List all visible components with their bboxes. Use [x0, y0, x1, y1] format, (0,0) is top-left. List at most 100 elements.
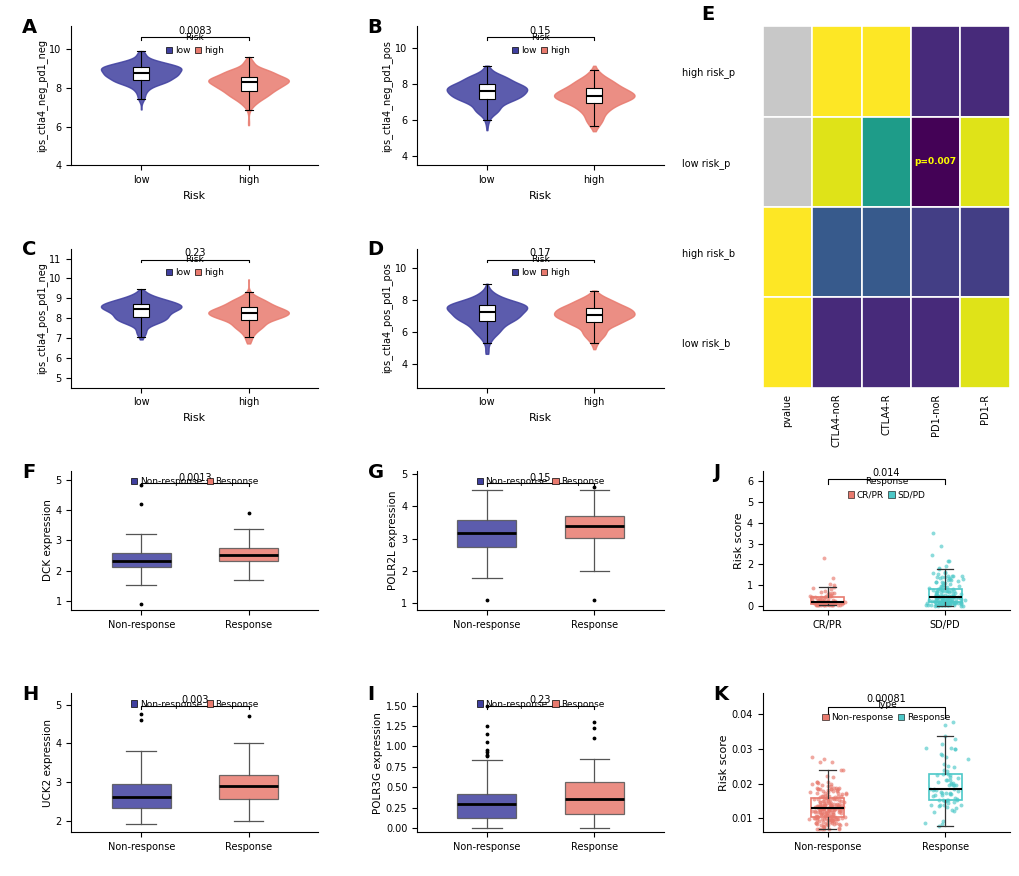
Point — [920, 593, 936, 607]
Point — [814, 595, 830, 609]
Point — [941, 590, 957, 604]
Point — [918, 596, 934, 610]
Point — [829, 799, 846, 813]
Point — [941, 597, 957, 611]
Point — [932, 590, 949, 604]
Point — [935, 797, 952, 811]
Point — [936, 794, 953, 808]
Point — [944, 779, 960, 793]
Point — [924, 526, 941, 540]
Point — [942, 741, 958, 755]
Point — [927, 598, 944, 612]
Point — [929, 582, 946, 596]
Point — [808, 813, 824, 827]
Point — [837, 787, 853, 801]
Legend: Non-response, Response: Non-response, Response — [128, 476, 261, 488]
Point — [932, 598, 949, 612]
Point — [823, 595, 840, 609]
Point — [942, 774, 958, 788]
Point — [820, 803, 837, 817]
Point — [935, 729, 952, 743]
PathPatch shape — [457, 520, 516, 547]
Point — [938, 580, 955, 594]
Point — [933, 597, 950, 611]
Point — [806, 811, 822, 825]
Point — [829, 800, 846, 814]
Point — [824, 578, 841, 592]
Point — [828, 786, 845, 800]
Point — [917, 741, 933, 755]
Point — [806, 804, 822, 818]
Bar — [811, 117, 861, 207]
Point — [940, 571, 956, 585]
Point — [806, 805, 822, 819]
PathPatch shape — [478, 84, 494, 99]
Text: I: I — [368, 685, 375, 704]
Point — [934, 597, 951, 611]
Point — [929, 595, 946, 609]
Point — [929, 595, 946, 609]
Point — [809, 800, 825, 814]
Point — [932, 786, 949, 800]
Point — [814, 818, 830, 832]
Point — [942, 594, 958, 608]
Point — [815, 597, 832, 611]
Text: J: J — [712, 463, 719, 482]
Point — [943, 802, 959, 816]
Point — [932, 593, 949, 607]
Point — [821, 577, 838, 591]
Point — [942, 768, 958, 782]
Point — [927, 591, 944, 605]
Point — [927, 783, 944, 797]
Bar — [762, 297, 811, 387]
Point — [808, 810, 824, 824]
Legend: low, high: low, high — [510, 253, 571, 279]
Point — [814, 822, 830, 836]
Point — [827, 816, 844, 830]
Point — [813, 597, 829, 611]
PathPatch shape — [133, 67, 149, 80]
Point — [824, 784, 841, 798]
X-axis label: Risk: Risk — [183, 413, 206, 423]
Point — [815, 803, 832, 817]
Point — [937, 793, 954, 807]
Point — [805, 597, 821, 611]
Point — [814, 790, 830, 804]
Point — [829, 598, 846, 612]
Point — [935, 794, 952, 808]
Point — [830, 818, 847, 832]
Y-axis label: ips_ctla4_neg_pd1_neg: ips_ctla4_neg_pd1_neg — [36, 39, 47, 152]
Point — [808, 782, 824, 796]
Point — [933, 583, 950, 597]
Point — [811, 802, 827, 816]
Point — [820, 803, 837, 817]
Point — [952, 597, 968, 611]
Point — [812, 807, 828, 821]
Point — [935, 566, 952, 580]
Point — [813, 807, 829, 821]
Point — [950, 574, 966, 588]
Point — [808, 597, 824, 611]
Point — [833, 763, 849, 777]
Bar — [960, 117, 1009, 207]
Point — [940, 555, 956, 569]
Point — [924, 788, 941, 802]
Point — [817, 804, 834, 818]
Point — [944, 587, 960, 601]
Point — [811, 795, 827, 809]
Y-axis label: POLR3G expression: POLR3G expression — [373, 712, 382, 814]
Point — [826, 792, 843, 806]
Point — [946, 598, 962, 612]
Point — [926, 575, 943, 589]
Point — [942, 596, 958, 610]
Point — [811, 805, 827, 819]
PathPatch shape — [133, 304, 149, 317]
Point — [806, 590, 822, 604]
Point — [933, 817, 950, 831]
Point — [819, 775, 836, 789]
Point — [814, 596, 830, 610]
Point — [816, 806, 833, 820]
Point — [818, 817, 835, 831]
Point — [822, 588, 839, 602]
Point — [811, 797, 827, 811]
